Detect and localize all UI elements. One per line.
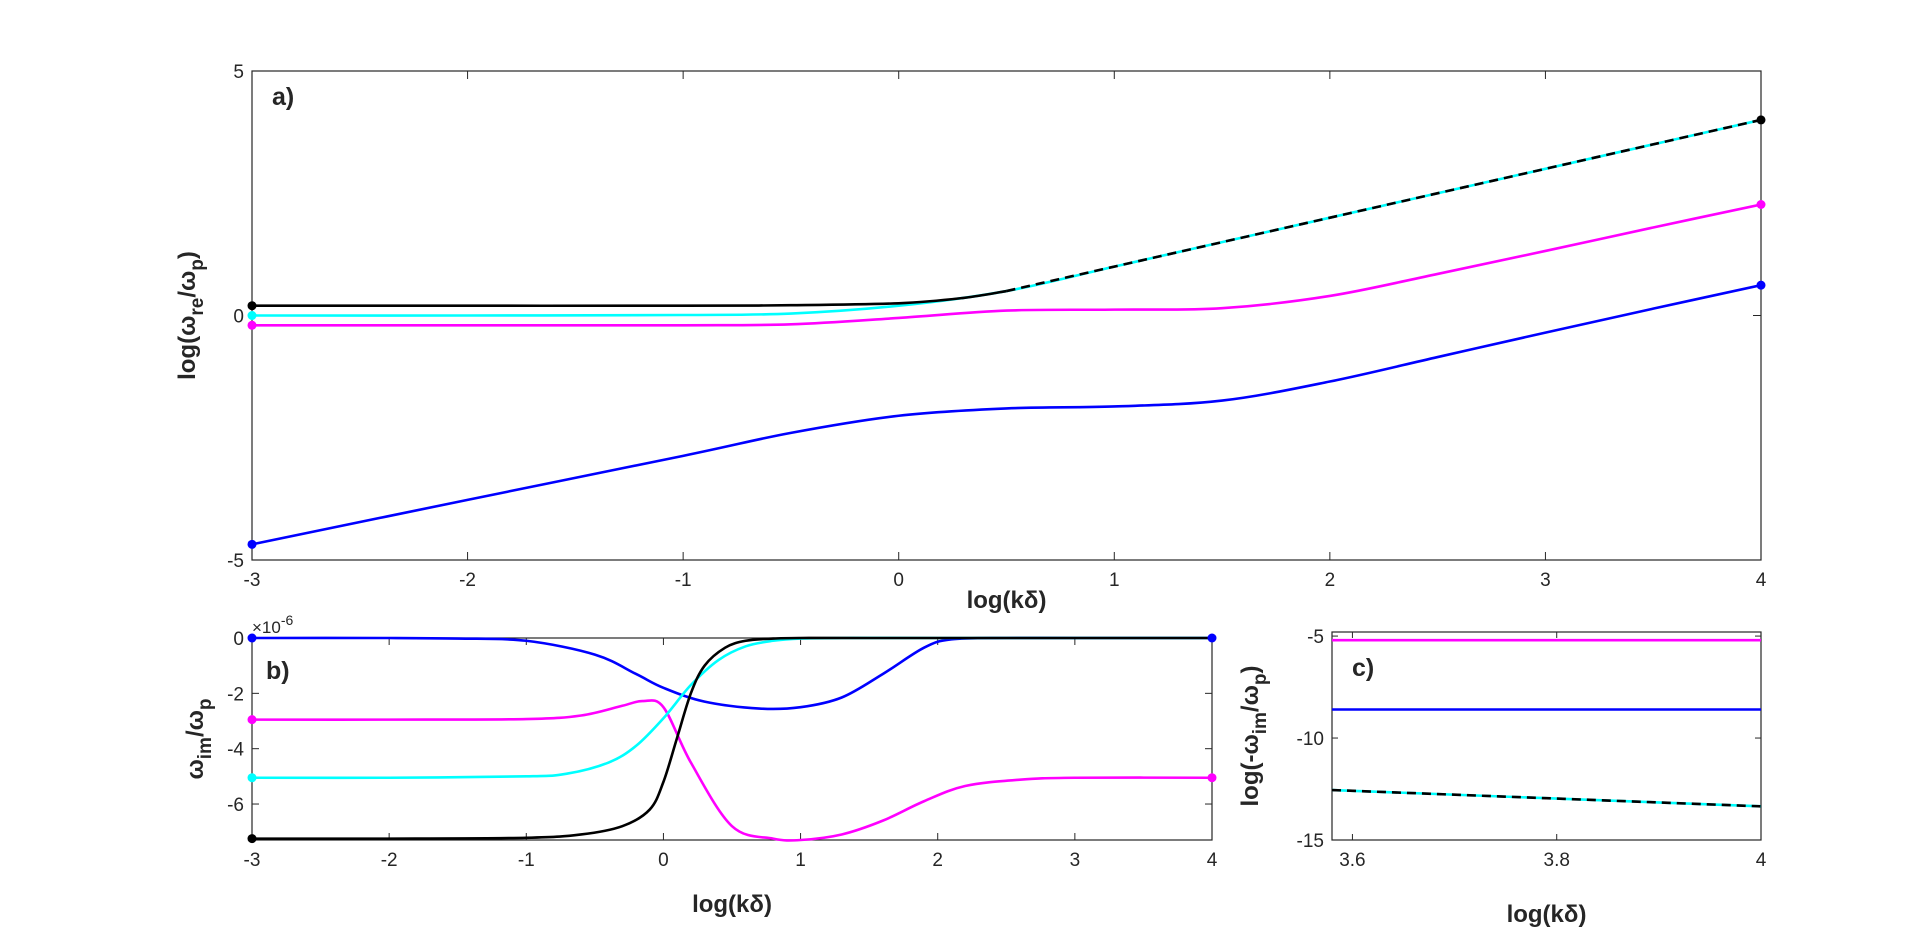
y-tick-label: -6 [227,795,244,816]
endpoint-marker [1756,280,1766,290]
x-tick-label: 4 [1756,570,1767,591]
endpoint-marker [247,311,257,320]
y-tick-label: -10 [1297,729,1324,750]
endpoint-marker [1207,633,1217,643]
x-tick-label: -3 [244,570,261,591]
series-group [252,636,1212,842]
series-line-3 [252,636,1212,840]
x-axis-label: log(kδ) [692,891,772,918]
endpoint-marker [247,715,257,725]
y-axis-label: log(ωre/ωp) [174,251,208,380]
endpoint-marker [247,301,257,311]
series-line-1 [252,203,1761,327]
x-axis-label: log(kδ) [1507,901,1587,928]
x-tick-label: 0 [658,850,669,871]
endpoint-marker [1207,773,1217,783]
x-tick-label: -1 [675,570,692,591]
endpoint-marker [1756,115,1766,125]
endpoint-marker [247,773,257,783]
y-tick-label: -5 [1307,627,1324,648]
panel-tag: b) [266,657,290,685]
x-tick-label: 3 [1540,570,1551,591]
x-tick-label: -1 [518,850,535,871]
endpoint-marker [1756,199,1766,209]
endpoint-marker [247,633,257,643]
axes-box [251,637,1213,841]
y-tick-label: 0 [233,629,244,650]
y-axis-label: log(-ωim/ωp) [1237,666,1271,807]
y-tick-label: 0 [233,307,244,328]
x-tick-label: -3 [244,850,261,871]
endpoint-marker [247,539,257,549]
series-line-3 [1332,788,1761,808]
series-group [252,118,1761,546]
x-tick-label: 2 [1325,570,1336,591]
panel-tag: a) [272,83,294,111]
series-line-4 [1006,118,1761,293]
series-group [1332,638,1761,808]
exponent-label: ×10-6 [252,612,294,637]
series-line-0 [252,283,1761,546]
panel-c-chart: 3.6 3.8 4 -15 -10 -5 c) log(kδ) log(-ωim/ωp) [1237,627,1767,928]
x-tick-label: 4 [1207,850,1218,871]
x-tick-label: 0 [893,570,904,591]
x-axis-label: log(kδ) [967,587,1047,614]
panel-a-chart: -3 -2 -1 0 1 2 3 4 -5 0 5 a) log(kδ) log(ωre/ωp) [174,62,1767,614]
x-tick-label: 3.6 [1339,850,1365,871]
x-tick-label: -2 [381,850,398,871]
y-axis-label: ωim/ωp [182,698,216,779]
y-tick-label: 5 [233,62,244,83]
endpoint-marker [247,834,257,844]
x-tick-label: 4 [1756,850,1767,871]
x-tick-label: 1 [1109,570,1120,591]
endpoint-marker [247,320,257,330]
axes-box [1331,631,1762,841]
series-line-3 [252,289,1007,308]
x-tick-label: 3 [1070,850,1081,871]
x-tick-label: 1 [795,850,806,871]
y-tick-label: -15 [1297,831,1324,852]
x-tick-label: -2 [459,570,476,591]
panel-b-chart: -3 -2 -1 0 1 2 3 4 -6 -4 -2 0 b) log(kδ) ωim/ωp ×10-6 [182,612,1218,918]
x-tick-label: 2 [932,850,943,871]
x-tick-label: 3.8 [1544,850,1570,871]
series-line-1 [252,699,1212,842]
y-tick-label: -4 [227,740,244,761]
y-tick-label: -2 [227,684,244,705]
panel-tag: c) [1352,654,1374,682]
y-tick-label: -5 [227,551,244,572]
